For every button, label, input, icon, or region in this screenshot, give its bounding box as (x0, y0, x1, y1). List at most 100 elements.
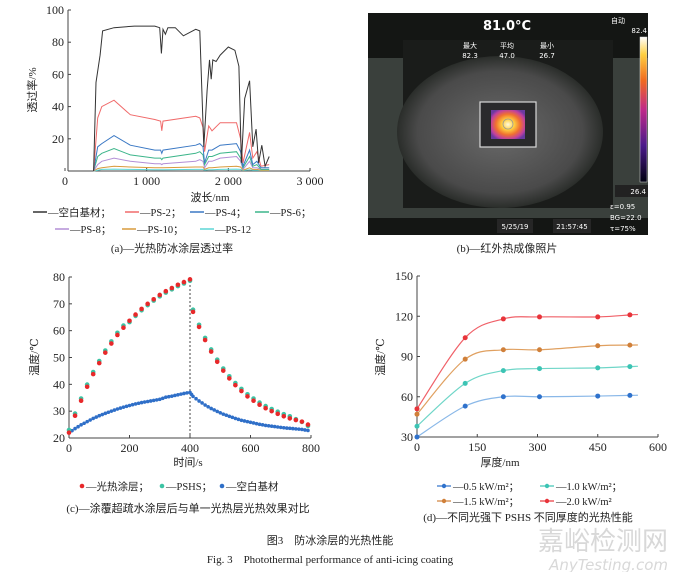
c-data-point (82, 421, 86, 426)
c-legend-label: —光热涂层； (85, 480, 149, 493)
c-data-point (160, 396, 165, 401)
infrared-thermal-photo: 81.0°C 自动 82.4 26.4 最大 82.3 平均 47.0 最小 26.7 ε… (368, 13, 648, 255)
c-data-point (233, 382, 238, 388)
c-data-point (220, 368, 226, 373)
c-data-point (227, 414, 232, 419)
c-data-point (157, 397, 162, 402)
c-data-point (187, 277, 193, 282)
c-data-point (239, 418, 244, 423)
c-data-point (281, 413, 287, 419)
d-x-tick-label: 450 (589, 440, 607, 454)
center-temp: 81.0°C (483, 19, 531, 34)
c-y-tick-label: 40 (53, 377, 65, 391)
stat-value: 47.0 (499, 52, 515, 60)
c-data-point (142, 400, 147, 404)
c-data-point (287, 416, 293, 421)
c-data-point (151, 398, 156, 403)
d-data-point (537, 366, 543, 372)
c-caption: (c)—涂覆超疏水涂层后与单一光热层光热效果对比 (66, 501, 309, 515)
a-x-tick-label: 0 (62, 174, 68, 188)
c-ylabel: 温度/℃ (27, 338, 41, 375)
d-data-point (462, 380, 468, 386)
c-x-tick-label: 0 (66, 441, 72, 455)
c-legend: —光热涂层； —PSHS； —空白基材 (79, 480, 279, 493)
a-y-tick-label: 60 (52, 67, 64, 81)
emissivity: ε=0.95 (610, 203, 635, 211)
c-data-point (103, 411, 108, 416)
c-data-point (103, 350, 108, 355)
d-x-tick-label: 0 (414, 440, 420, 454)
c-data-point (266, 423, 271, 428)
d-y-tick-label: 90 (401, 350, 413, 364)
d-data-point (537, 394, 543, 400)
c-data-point (197, 399, 201, 403)
c-data-point (109, 341, 114, 346)
a-legend-label: —PS-6； (269, 208, 311, 219)
c-data-point (278, 425, 283, 430)
stat-value: 82.3 (462, 52, 478, 60)
d-data-point (462, 356, 468, 362)
c-data-point (169, 285, 175, 291)
d-data-point (595, 343, 601, 349)
c-data-point (167, 394, 171, 399)
c-data-point (164, 395, 168, 400)
c-data-point (233, 416, 238, 421)
d-x-tick-label: 300 (529, 440, 547, 454)
c-data-point (191, 394, 195, 399)
d-legend-label: —1.5 kW/m²； (452, 497, 519, 508)
d-data-point (537, 314, 543, 320)
c-data-point (194, 396, 198, 401)
c-data-point (72, 413, 78, 419)
scale-min: 26.4 (630, 188, 646, 196)
c-data-point (130, 402, 135, 407)
c-data-point (293, 417, 299, 423)
c-data-point (285, 426, 289, 430)
d-y-tick-label: 150 (395, 269, 413, 283)
a-series-line (93, 165, 270, 172)
c-data-point (173, 393, 177, 398)
c-legend-label: —PSHS； (165, 482, 212, 493)
c-data-point (181, 279, 187, 285)
c-data-point (121, 405, 126, 409)
scale-max: 82.4 (631, 27, 647, 35)
stat-label: 平均 (500, 41, 514, 50)
c-data-point (203, 403, 207, 407)
c-data-point (263, 405, 268, 411)
c-data-point (215, 409, 220, 414)
d-x-tick-label: 600 (649, 440, 667, 454)
a-x-tick-label: 3 000 (297, 174, 324, 188)
c-data-point (118, 406, 123, 410)
c-y-tick-label: 80 (53, 270, 65, 284)
figure-caption-cn: 图3 防冰涂层的光热性能 (267, 533, 394, 547)
c-data-point (303, 428, 307, 432)
c-data-point (209, 406, 213, 411)
c-data-point (136, 401, 141, 406)
c-data-point (179, 392, 183, 396)
d-y-tick-label: 120 (395, 309, 413, 323)
d-legend-label: —1.0 kW/m²； (555, 482, 622, 493)
c-data-point (299, 419, 305, 424)
a-legend: —空白基材； —PS-2； —PS-4； —PS-6； —PS-8； —PS-10； —PS… (33, 206, 311, 236)
watermark-en: AnyTesting.com (548, 556, 668, 572)
c-data-point (145, 301, 150, 307)
c-data-point (260, 423, 265, 427)
d-legend-label: —2.0 kW/m² (555, 497, 612, 508)
c-data-point (109, 409, 114, 413)
c-data-point (76, 424, 80, 429)
c-data-point (127, 318, 132, 324)
d-data-point (462, 403, 468, 409)
d-data-point (414, 434, 420, 440)
d-y-tick-label: 30 (401, 430, 413, 444)
c-data-point (85, 419, 89, 424)
c-data-point (245, 394, 250, 399)
c-data-point (305, 422, 311, 427)
c-y-tick-label: 30 (53, 404, 65, 418)
c-y-tick-label: 20 (53, 431, 65, 445)
c-data-point (78, 398, 84, 404)
c-data-point (66, 430, 72, 435)
d-series-line (416, 394, 638, 438)
c-data-point (245, 419, 250, 424)
a-legend-label: —PS-4； (204, 208, 246, 219)
c-data-point (94, 415, 99, 419)
